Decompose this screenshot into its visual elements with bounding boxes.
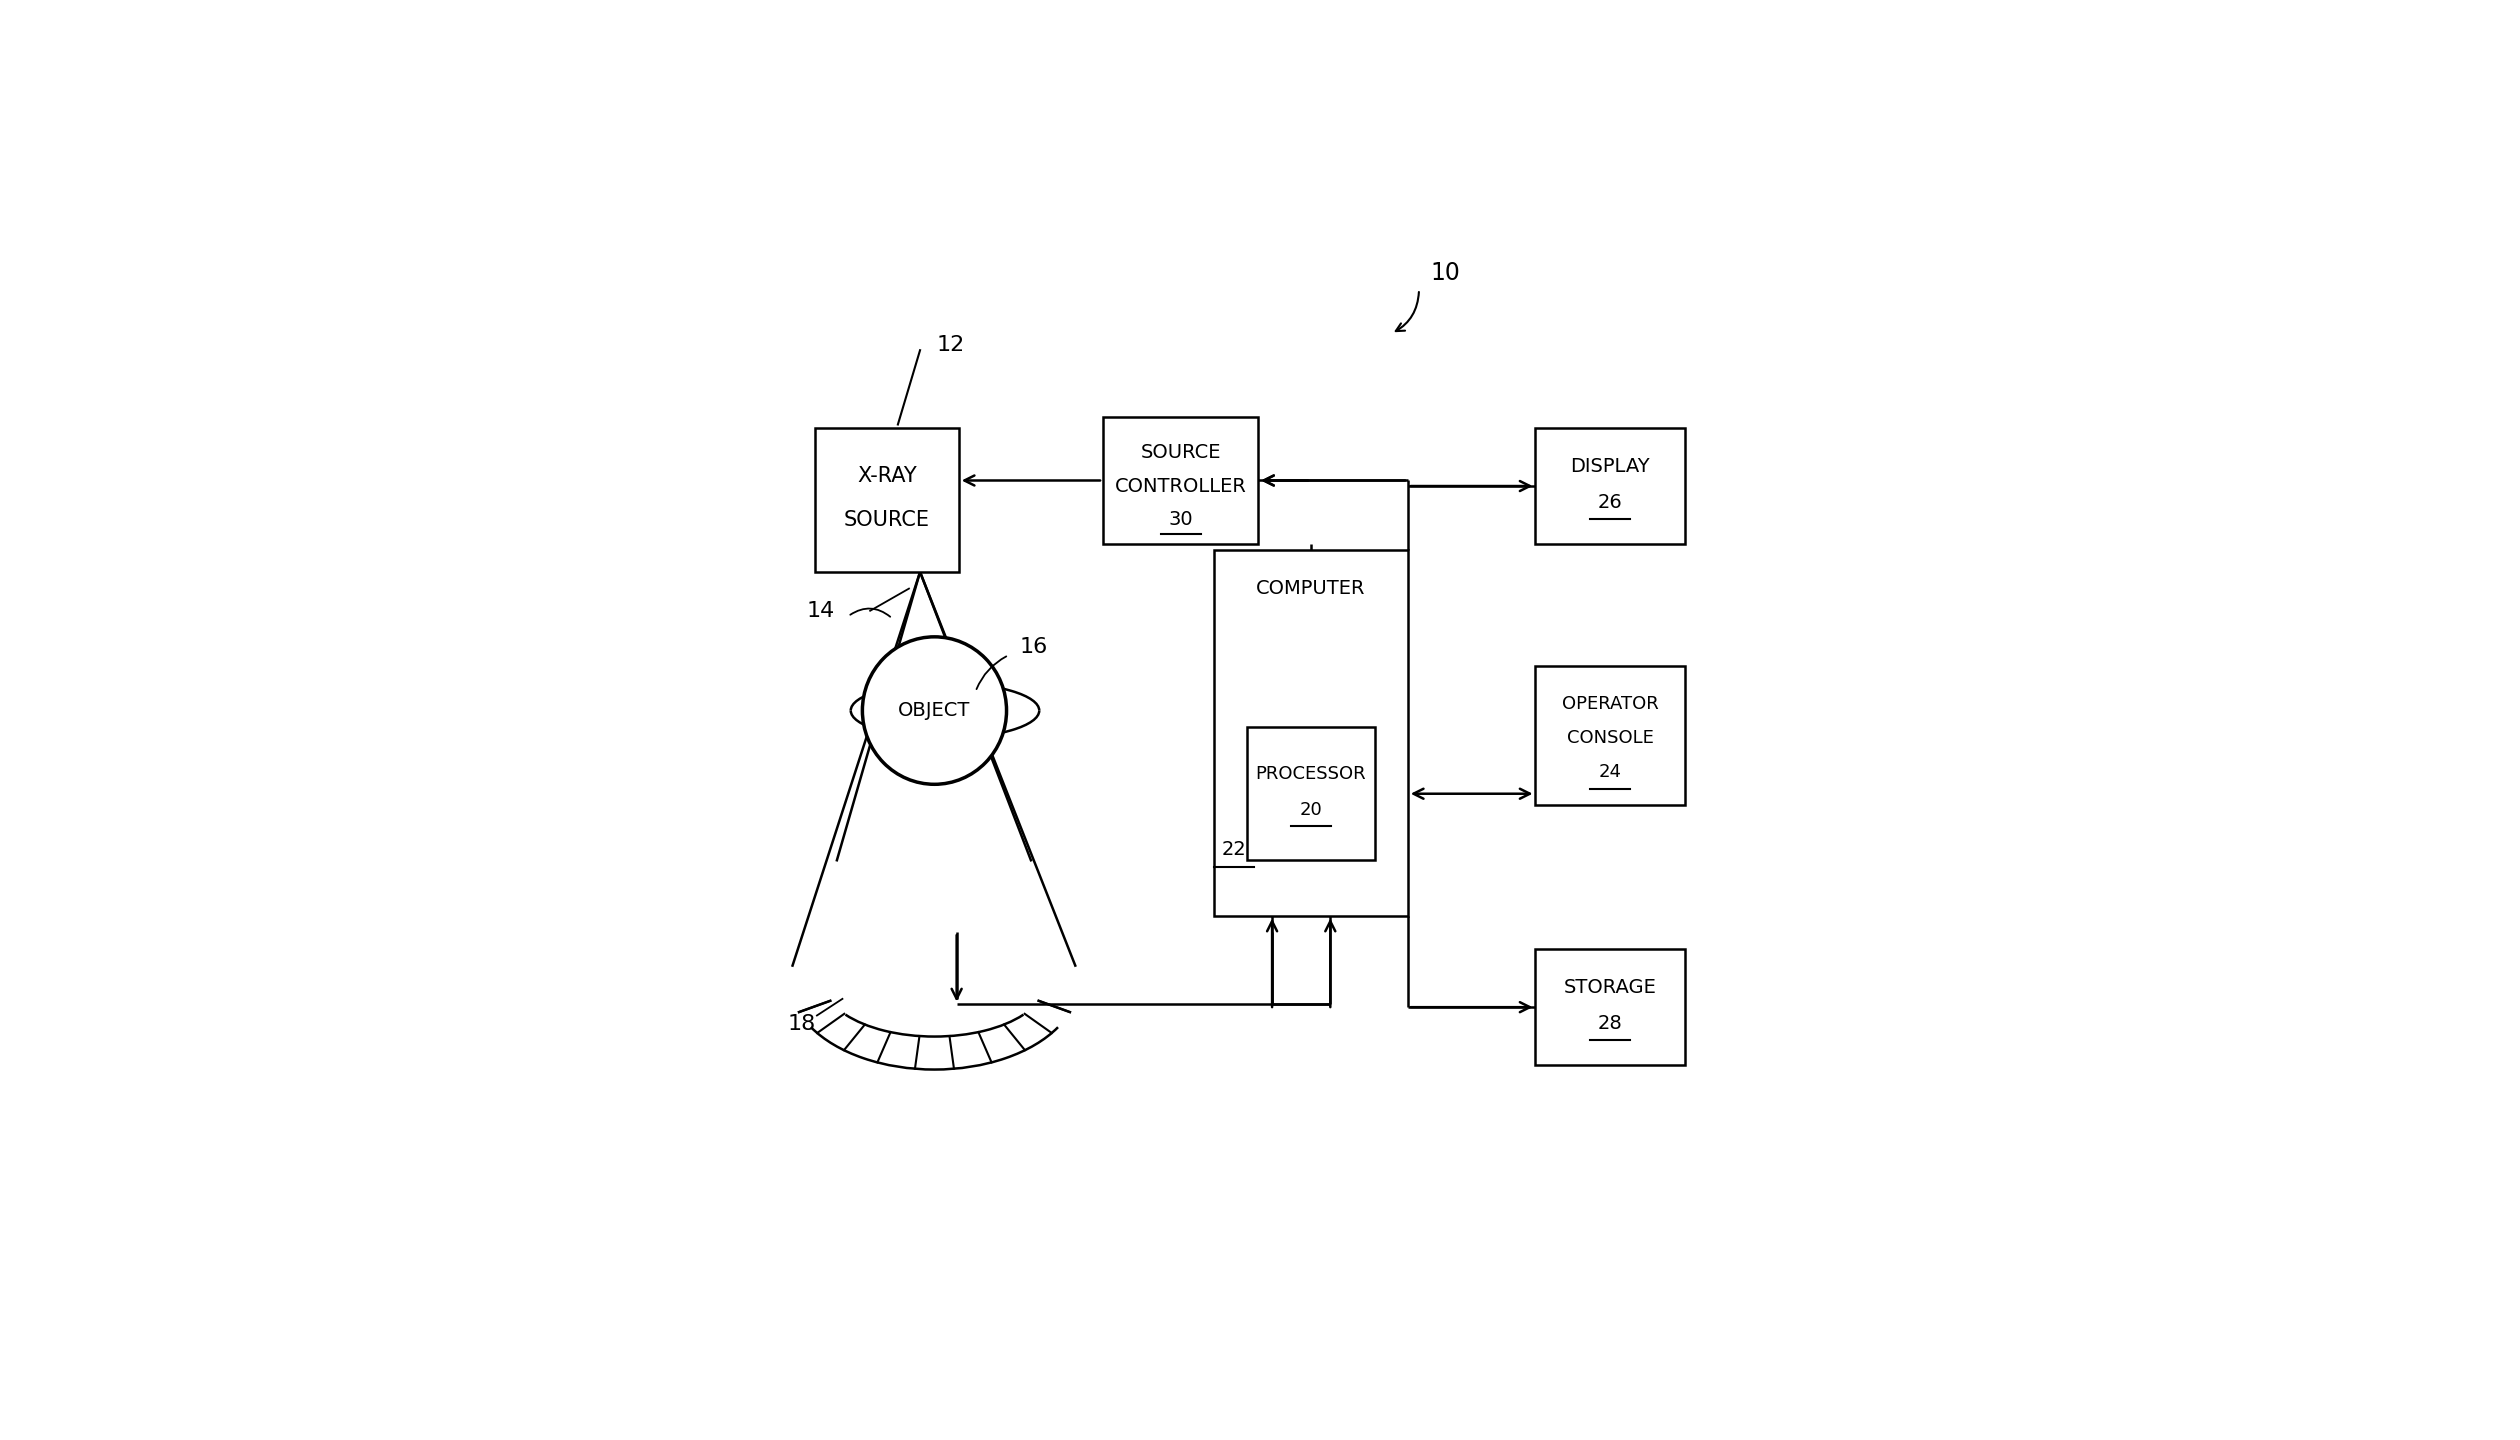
Bar [1535,949,1686,1066]
FancyArrowPatch shape [1396,292,1419,331]
Text: CONSOLE: CONSOLE [1567,729,1653,747]
Text: 18: 18 [786,1014,816,1034]
Text: STORAGE: STORAGE [1565,978,1656,996]
FancyArrowPatch shape [849,609,890,616]
Text: SOURCE: SOURCE [844,510,930,530]
Text: X-RAY: X-RAY [857,465,917,485]
Text: DISPLAY: DISPLAY [1570,456,1651,475]
Bar [1215,550,1409,916]
Text: 12: 12 [937,334,965,354]
Text: OBJECT: OBJECT [897,701,970,720]
Text: COMPUTER: COMPUTER [1255,579,1366,598]
Text: 20: 20 [1300,801,1323,819]
Ellipse shape [862,636,1005,785]
Text: SOURCE: SOURCE [1142,444,1220,462]
Text: 30: 30 [1169,510,1192,528]
Text: PROCESSOR: PROCESSOR [1255,765,1366,783]
Text: 28: 28 [1598,1014,1623,1034]
Text: 14: 14 [806,600,834,621]
Bar [1247,727,1376,860]
FancyArrowPatch shape [978,657,1005,690]
Text: 24: 24 [1598,763,1623,780]
Text: 10: 10 [1431,261,1459,285]
Text: CONTROLLER: CONTROLLER [1114,477,1247,495]
Bar [1535,428,1686,544]
Text: 22: 22 [1222,840,1247,858]
Bar [1535,667,1686,805]
Text: OPERATOR: OPERATOR [1562,696,1658,713]
Text: 16: 16 [1021,638,1048,658]
Bar [1104,416,1257,544]
Bar [814,428,960,572]
Text: 26: 26 [1598,492,1623,513]
